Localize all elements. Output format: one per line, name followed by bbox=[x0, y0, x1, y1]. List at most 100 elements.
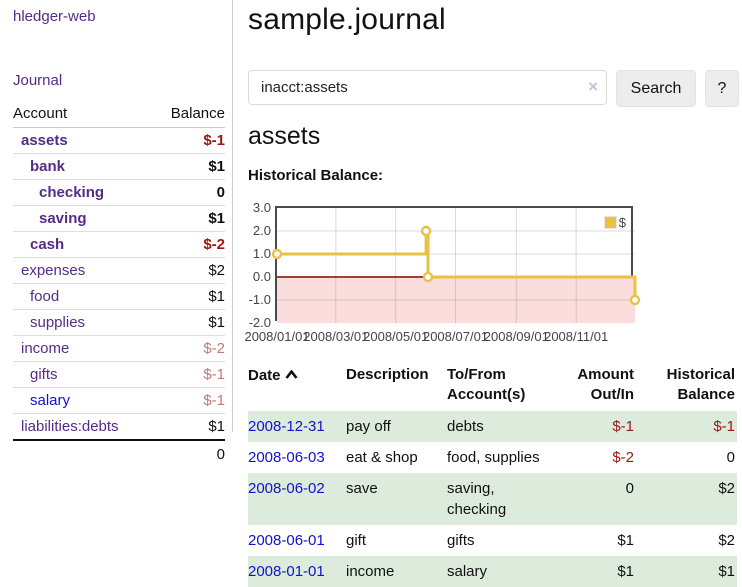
y-axis-tick-label: 2.0 bbox=[252, 223, 271, 238]
help-button[interactable]: ? bbox=[705, 70, 739, 107]
accounts-total-row: 0 bbox=[13, 439, 225, 467]
transaction-amount-cell: $-1 bbox=[564, 411, 644, 442]
account-row: expenses $2 bbox=[13, 257, 225, 284]
historical-balance-chart: $ 3.0 2.0 1.0 0.0 -1.0 -2.0 2008/01/01 2008/03/… bbox=[244, 201, 742, 346]
account-row: food $1 bbox=[13, 283, 225, 310]
transaction-balance-cell: $-1 bbox=[644, 411, 737, 442]
search-button[interactable]: Search bbox=[616, 70, 696, 107]
transaction-amount-cell: 0 bbox=[564, 473, 644, 525]
transaction-amount-cell: $-2 bbox=[612, 449, 634, 466]
x-axis-tick-label: 2008/01/01 bbox=[244, 329, 310, 344]
account-balance: $-2 bbox=[153, 335, 225, 362]
y-axis-tick-label: 3.0 bbox=[252, 200, 271, 215]
transaction-date-link[interactable]: 2008-06-02 bbox=[248, 480, 325, 497]
account-link[interactable]: income bbox=[21, 340, 70, 357]
transaction-accounts-cell: debts bbox=[447, 411, 564, 442]
transaction-accounts-cell: food, supplies bbox=[447, 449, 540, 466]
x-axis-tick-label: 2008/05/01 bbox=[363, 329, 429, 344]
column-header-balance[interactable]: Historical Balance bbox=[666, 366, 735, 403]
account-row: assets $-1 bbox=[13, 127, 225, 154]
account-row: supplies $1 bbox=[13, 309, 225, 336]
account-balance: 0 bbox=[153, 179, 225, 206]
account-balance: $1 bbox=[153, 205, 225, 232]
main-content: sample.journal × Search ? assets Histori… bbox=[244, 0, 742, 587]
column-header-description[interactable]: Description bbox=[346, 366, 429, 383]
transaction-date-cell: 2008-06-01 bbox=[248, 525, 346, 556]
account-balance: $-1 bbox=[153, 361, 225, 388]
sidebar-item-journal[interactable]: Journal bbox=[13, 72, 63, 89]
chart-title: Historical Balance: bbox=[248, 167, 384, 184]
transaction-accounts-cell: saving, checking bbox=[447, 473, 564, 525]
search-form: × Search ? bbox=[248, 70, 739, 107]
account-heading: assets bbox=[248, 122, 321, 150]
account-link[interactable]: liabilities:debts bbox=[21, 418, 119, 435]
column-header-accounts[interactable]: To/From Account(s) bbox=[447, 366, 526, 403]
accounts-table-body: assets $-1 bank $1 checking 0 saving $1 cash $-2 e… bbox=[13, 127, 225, 467]
transaction-balance-cell: 0 bbox=[726, 449, 735, 466]
account-link[interactable]: cash bbox=[30, 236, 65, 253]
account-link[interactable]: bank bbox=[30, 158, 66, 175]
transaction-date-link[interactable]: 2008-06-03 bbox=[248, 449, 325, 466]
transaction-description-cell: income bbox=[346, 556, 447, 587]
chart-plot-area: $ bbox=[271, 206, 641, 323]
account-link[interactable]: food bbox=[30, 288, 60, 305]
account-link[interactable]: checking bbox=[39, 184, 105, 201]
accounts-header-account: Account bbox=[13, 102, 154, 128]
transaction-amount-cell: $1 bbox=[564, 556, 644, 587]
transaction-date-cell: 2008-06-03 bbox=[248, 442, 346, 473]
account-row: income $-2 bbox=[13, 335, 225, 362]
account-link[interactable]: saving bbox=[39, 210, 87, 227]
page-title: sample.journal bbox=[248, 3, 446, 36]
search-input[interactable] bbox=[248, 70, 607, 105]
y-axis-tick-label: -2.0 bbox=[248, 315, 271, 330]
transaction-date-link[interactable]: 2008-01-01 bbox=[248, 563, 325, 580]
account-link[interactable]: supplies bbox=[30, 314, 86, 331]
sidebar: hledger-web Journal Account Balance asse… bbox=[0, 0, 233, 467]
clear-search-icon[interactable]: × bbox=[588, 77, 598, 96]
chart-legend: $ bbox=[603, 215, 626, 230]
x-axis-tick-label: 2008/03/01 bbox=[303, 329, 369, 344]
transaction-description-cell: gift bbox=[346, 532, 367, 549]
y-axis-tick-label: 1.0 bbox=[252, 246, 271, 261]
sort-ascending-icon bbox=[284, 365, 298, 385]
app-title-link[interactable]: hledger-web bbox=[13, 8, 96, 25]
transaction-amount-cell: $1 bbox=[617, 532, 634, 549]
transaction-date-cell: 2008-06-02 bbox=[248, 473, 346, 525]
transaction-accounts-cell: gifts bbox=[447, 532, 475, 549]
transaction-row: 2008-06-02 save saving, checking 0 $2 bbox=[248, 473, 737, 525]
account-balance: $-1 bbox=[153, 387, 225, 414]
accounts-header-balance: Balance bbox=[153, 102, 225, 128]
account-balance: $1 bbox=[153, 283, 225, 310]
account-row: liabilities:debts $1 bbox=[13, 413, 225, 441]
chart-canvas bbox=[271, 208, 641, 323]
legend-label: $ bbox=[618, 215, 626, 230]
account-balance: $1 bbox=[153, 413, 225, 441]
account-row: bank $1 bbox=[13, 153, 225, 180]
transaction-row: 2008-01-01 income salary $1 $1 bbox=[248, 556, 737, 587]
transaction-description-cell: eat & shop bbox=[346, 449, 418, 466]
transaction-balance-cell: $2 bbox=[718, 532, 735, 549]
transaction-date-cell: 2008-01-01 bbox=[248, 556, 346, 587]
accounts-total-value: 0 bbox=[13, 439, 225, 467]
transaction-row: 2008-06-03 eat & shop food, supplies $-2 0 bbox=[248, 442, 737, 473]
x-axis-tick-label: 2008/07/01 bbox=[422, 329, 489, 344]
column-header-amount[interactable]: Amount Out/In bbox=[577, 366, 634, 403]
account-row: cash $-2 bbox=[13, 231, 225, 258]
account-link[interactable]: expenses bbox=[21, 262, 86, 279]
account-row: gifts $-1 bbox=[13, 361, 225, 388]
account-balance: $-2 bbox=[153, 231, 225, 258]
column-header-date[interactable]: Date bbox=[248, 363, 346, 411]
transaction-date-cell: 2008-12-31 bbox=[248, 411, 346, 442]
legend-swatch-icon bbox=[603, 216, 617, 229]
transaction-date-link[interactable]: 2008-12-31 bbox=[248, 418, 325, 435]
account-balance: $1 bbox=[153, 309, 225, 336]
transactions-table: Date Description To/From Account(s) Amou… bbox=[248, 363, 737, 587]
account-link[interactable]: assets bbox=[21, 132, 68, 149]
account-link[interactable]: salary bbox=[30, 392, 71, 409]
transaction-accounts-cell: salary bbox=[447, 556, 564, 587]
transaction-balance-cell: $2 bbox=[644, 473, 737, 525]
account-row: saving $1 bbox=[13, 205, 225, 232]
transaction-date-link[interactable]: 2008-06-01 bbox=[248, 532, 325, 549]
transaction-row: 2008-06-01 gift gifts $1 $2 bbox=[248, 525, 737, 556]
account-link[interactable]: gifts bbox=[30, 366, 58, 383]
